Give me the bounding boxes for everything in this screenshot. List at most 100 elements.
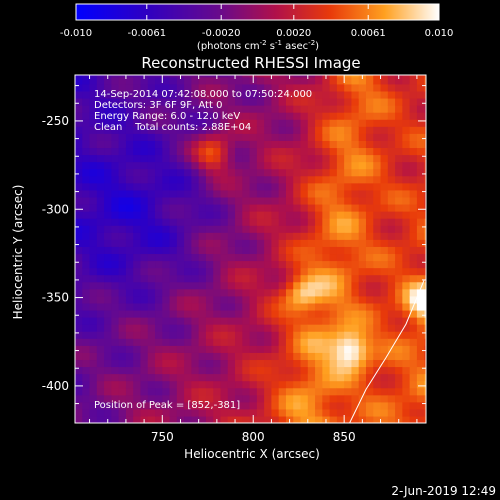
heatmap-cell (118, 387, 127, 396)
heatmap-cell (358, 246, 367, 255)
heatmap-cell (409, 189, 418, 198)
heatmap-cell (336, 394, 345, 403)
heatmap-cell (293, 246, 302, 255)
heatmap-cell (140, 380, 149, 389)
heatmap-cell (365, 302, 374, 311)
heatmap-cell (176, 352, 185, 361)
heatmap-cell (220, 175, 229, 184)
heatmap-cell (358, 105, 367, 113)
heatmap-cell (82, 161, 91, 170)
heatmap-cell (147, 295, 156, 304)
heatmap-cell (82, 168, 91, 177)
heatmap-cell (416, 302, 425, 311)
heatmap-cell (402, 260, 411, 269)
heatmap-cell (409, 260, 418, 269)
heatmap-cell (285, 352, 294, 361)
heatmap-cell (205, 196, 214, 205)
heatmap-cell (387, 218, 396, 226)
heatmap-cell (96, 359, 105, 368)
heatmap-cell (416, 345, 425, 353)
heatmap-cell (285, 281, 294, 290)
heatmap-cell (300, 302, 309, 311)
heatmap-cell (293, 83, 302, 92)
heatmap-cell (373, 83, 382, 92)
heatmap-cell (409, 225, 418, 233)
heatmap-cell (358, 359, 367, 368)
heatmap-cell (315, 126, 323, 134)
heatmap-cell (176, 76, 185, 85)
heatmap-cell (89, 260, 98, 269)
heatmap-cell (118, 274, 127, 283)
heatmap-cell (184, 75, 192, 78)
heatmap-cell (402, 112, 411, 120)
heatmap-cell (402, 373, 411, 382)
heatmap-cell (82, 126, 91, 134)
heatmap-cell (220, 203, 229, 212)
heatmap-cell (278, 415, 287, 423)
heatmap-cell (96, 373, 105, 382)
heatmap-cell (191, 373, 200, 382)
heatmap-cell (322, 281, 331, 290)
heatmap-cell (293, 119, 302, 127)
heatmap-cell (365, 147, 374, 156)
heatmap-cell (256, 211, 265, 219)
heatmap-cell (140, 302, 149, 311)
heatmap-cell (155, 288, 163, 297)
heatmap-cell (424, 260, 426, 269)
heatmap-cell (75, 246, 83, 255)
heatmap-cell (111, 112, 120, 120)
heatmap-cell (147, 380, 156, 389)
heatmap-cell (125, 274, 134, 283)
heatmap-cell (227, 260, 236, 269)
heatmap-cell (155, 331, 163, 339)
heatmap-cell (285, 373, 294, 382)
heatmap-cell (322, 239, 331, 247)
heatmap-cell (155, 246, 163, 255)
heatmap-cell (111, 211, 120, 219)
heatmap-cell (271, 126, 280, 134)
heatmap-cell (118, 394, 127, 403)
heatmap-cell (409, 147, 418, 156)
heatmap-cell (227, 246, 236, 255)
heatmap-cell (264, 359, 273, 368)
heatmap-cell (322, 90, 331, 99)
heatmap-cell (235, 345, 243, 353)
heatmap-cell (213, 218, 222, 226)
heatmap-cell (285, 366, 294, 375)
heatmap-cell (424, 387, 426, 396)
heatmap-cell (416, 182, 425, 191)
heatmap-cell (329, 133, 338, 141)
heatmap-cell (162, 394, 171, 403)
heatmap-cell (213, 309, 222, 318)
heatmap-cell (344, 281, 353, 290)
heatmap-cell (373, 119, 382, 127)
heatmap-cell (220, 119, 229, 127)
heatmap-cell (198, 225, 207, 233)
heatmap-cell (329, 267, 338, 276)
heatmap-cell (155, 225, 163, 233)
heatmap-cell (329, 147, 338, 156)
heatmap-cell (220, 75, 229, 78)
heatmap-cell (315, 119, 323, 127)
heatmap-cell (147, 324, 156, 332)
heatmap-cell (300, 359, 309, 368)
heatmap-cell (205, 281, 214, 290)
heatmap-cell (300, 324, 309, 332)
heatmap-cell (125, 408, 134, 417)
heatmap-cell (256, 408, 265, 417)
heatmap-cell (198, 274, 207, 283)
heatmap-cell (205, 239, 214, 247)
heatmap-cell (300, 154, 309, 163)
heatmap-cell (198, 76, 207, 85)
heatmap-cell (271, 352, 280, 361)
x-tick-label: 850 (333, 430, 356, 444)
heatmap-cell (96, 90, 105, 99)
heatmap-cell (169, 317, 178, 325)
heatmap-cell (322, 260, 331, 269)
heatmap-cell (293, 260, 302, 269)
heatmap-cell (387, 345, 396, 353)
heatmap-cell (307, 331, 316, 339)
heatmap-cell (424, 196, 426, 205)
heatmap-cell (285, 232, 294, 240)
heatmap-cell (387, 288, 396, 297)
